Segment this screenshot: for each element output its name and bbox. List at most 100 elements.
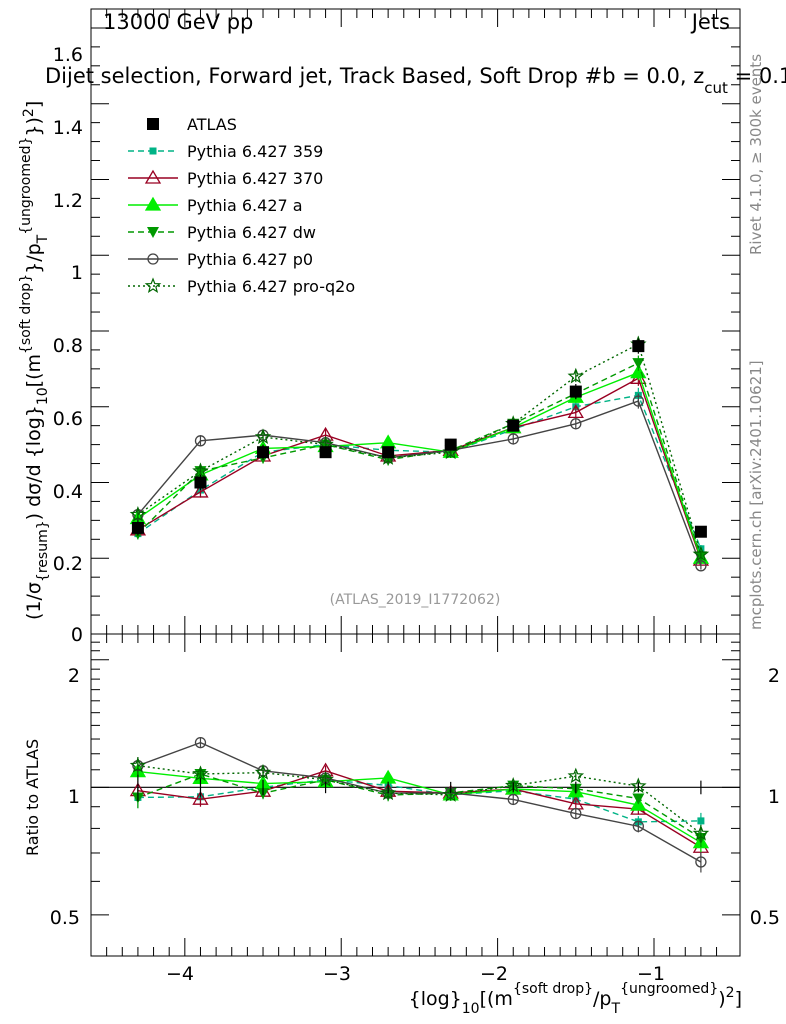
series-p370-ratio: [129, 762, 710, 857]
plot-title: Dijet selection, Forward jet, Track Base…: [45, 64, 786, 97]
ratio-ytick-label-right-2: 2: [768, 665, 780, 687]
series-pp0-ratio: [132, 736, 707, 873]
legend-label-dw: Pythia 6.427 dw: [187, 223, 316, 242]
ratio-point-p359: [697, 817, 705, 825]
point-pq2o: [254, 428, 272, 445]
ratio-point-pp0: [507, 793, 519, 806]
point-atlas: [382, 446, 395, 459]
point-pq2o: [192, 462, 209, 479]
xtick-label-m2: −2: [480, 963, 508, 985]
series-line-p359: [137, 394, 702, 550]
legend-marker-pdw: [147, 227, 159, 238]
ytick-label-1: 1: [71, 262, 83, 284]
analysis-id: (ATLAS_2019_I1772062): [330, 592, 501, 608]
point-pp0: [507, 433, 519, 445]
series-line-p370: [137, 377, 702, 561]
main-ticks: [91, 9, 740, 635]
y-axis-title-main: (1/σ{resum}) dσ/d {log}10[(m{soft drop}}…: [18, 101, 51, 620]
series-pa-main: [129, 364, 710, 564]
legend-label-p0: Pythia 6.427 p0: [187, 250, 313, 269]
ytick-label-1.2: 1.2: [53, 190, 83, 212]
legend-label-pro-q2o: Pythia 6.427 pro-q2o: [187, 277, 355, 296]
series-line-pp0: [137, 400, 702, 567]
series-atlas-ratio: [137, 774, 702, 801]
ratio-point-pq2o: [192, 765, 209, 782]
ratio-line-pa: [137, 770, 702, 844]
mcplots-label: mcplots.cern.ch [arXiv:2401.10621]: [747, 360, 765, 630]
ratio-point-pq2o: [254, 763, 272, 780]
y-axis-title-main-text: (1/σ{resum}) dσ/d {log}10[(m{soft drop}}…: [18, 101, 51, 620]
ratio-series: [129, 736, 710, 873]
legend-marker-pa: [144, 196, 162, 211]
x-axis-title: {log}10[(m{soft drop}/pT{ungroomed})2]: [409, 981, 742, 1017]
point-pq2o: [129, 506, 147, 522]
point-atlas: [569, 385, 582, 398]
series-pq2o-ratio: [129, 756, 710, 843]
main-series: [129, 335, 710, 572]
ytick-label-1.4: 1.4: [53, 117, 83, 139]
ytick-label-1.6: 1.6: [53, 44, 83, 66]
ratio-frame: [90, 633, 741, 957]
ratio-point-pq2o: [692, 824, 710, 841]
legend-entry-p0: Pythia 6.427 p0: [128, 250, 313, 269]
ratio-ytick-labels: 0.5 1 2 0.5 1 2: [50, 665, 780, 929]
legend-label-a: Pythia 6.427 a: [187, 196, 303, 215]
ratio-point-pq2o: [129, 756, 147, 773]
point-p370: [192, 483, 209, 498]
ratio-point-pp0: [695, 856, 707, 868]
ytick-label-0.6: 0.6: [53, 408, 83, 430]
xtick-labels: −4 −3 −2 −1: [166, 963, 665, 985]
point-atlas: [632, 340, 645, 353]
xtick-label-m4: −4: [166, 963, 194, 985]
ytick-label-0.4: 0.4: [53, 481, 83, 503]
ratio-point-pa: [380, 769, 397, 784]
legend-entry-pro-q2o: Pythia 6.427 pro-q2o: [128, 277, 355, 296]
series-atlas-main: [131, 338, 707, 538]
ratio-point-pp0: [632, 820, 644, 832]
ratio-line-p370: [137, 770, 702, 848]
point-pp0: [194, 435, 207, 447]
legend-marker-pp0: [147, 253, 159, 265]
ratio-point-pp0: [194, 736, 207, 749]
legend-entry-dw: Pythia 6.427 dw: [128, 223, 316, 242]
point-pdw: [632, 358, 645, 370]
point-pp0: [570, 418, 582, 430]
legend-marker-p370: [144, 169, 162, 184]
legend-marker-p359: [149, 147, 157, 155]
main-frame: [90, 8, 741, 635]
point-atlas: [319, 446, 332, 459]
series-line-pa: [137, 371, 702, 559]
point-atlas: [257, 446, 270, 459]
point-atlas: [694, 525, 707, 538]
main-ytick-labels: 0 0.2 0.4 0.6 0.8 1 1.2 1.4 1.6: [53, 44, 83, 646]
legend-label-atlas: ATLAS: [187, 115, 237, 134]
ytick-label-0.8: 0.8: [53, 335, 83, 357]
ratio-ytick-label-1: 1: [68, 786, 80, 808]
point-atlas: [507, 419, 520, 432]
ratio-point-pq2o: [379, 784, 397, 801]
ratio-line-pdw: [137, 773, 702, 839]
ratio-point-pdw: [632, 793, 645, 805]
point-p370: [567, 404, 584, 419]
legend: ATLAS Pythia 6.427 359 Pythia 6.427 370 …: [128, 115, 355, 296]
ytick-label-0: 0: [71, 624, 83, 646]
legend-label-370: Pythia 6.427 370: [187, 169, 323, 188]
xtick-label-m3: −3: [323, 963, 351, 985]
ratio-ytick-label-2: 2: [68, 665, 80, 687]
point-pq2o: [567, 367, 585, 384]
legend-entry-a: Pythia 6.427 a: [128, 196, 303, 215]
legend-marker-pq2o: [144, 277, 162, 294]
point-pp0: [695, 560, 707, 572]
energy-label: 13000 GeV pp: [103, 10, 253, 34]
point-atlas: [444, 438, 457, 451]
ratio-point-p370: [192, 790, 209, 805]
ratio-ticks: [91, 634, 740, 957]
point-pp0: [632, 395, 644, 407]
point-pa: [380, 434, 397, 449]
legend-label-359: Pythia 6.427 359: [187, 142, 323, 161]
y-axis-title-ratio: Ratio to ATLAS: [23, 739, 42, 856]
point-atlas: [131, 521, 144, 534]
legend-marker-atlas: [147, 118, 159, 130]
ratio-ytick-label-0.5: 0.5: [50, 907, 80, 929]
